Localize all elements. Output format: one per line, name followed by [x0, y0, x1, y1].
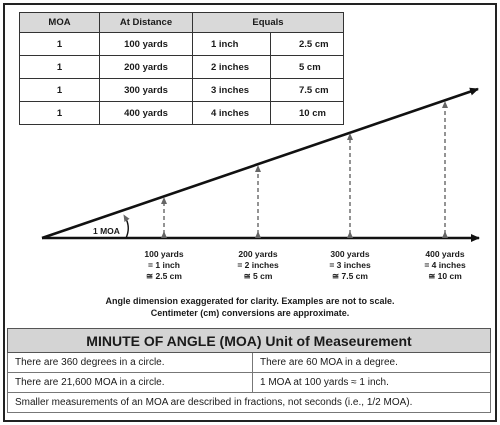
cell-cm: 7.5 cm: [270, 78, 344, 102]
moa-info-table: MINUTE OF ANGLE (MOA) Unit of Measeureme…: [7, 328, 491, 413]
moa-fact: Smaller measurements of an MOA are descr…: [7, 392, 491, 413]
table-row: There are 360 degrees in a circle. There…: [7, 352, 491, 373]
table-header-row: MOA At Distance Equals: [19, 12, 344, 33]
header-moa: MOA: [19, 12, 100, 33]
cell-moa: 1: [19, 55, 100, 79]
table-row: 1 200 yards 2 inches 5 cm: [19, 55, 344, 79]
table-row: 1 100 yards 1 inch 2.5 cm: [19, 32, 344, 56]
header-distance: At Distance: [99, 12, 193, 33]
cell-cm: 2.5 cm: [270, 32, 344, 56]
moa-fact: There are 21,600 MOA in a circle.: [7, 372, 253, 393]
outer-frame: [3, 3, 497, 422]
cell-inches: 1 inch: [192, 32, 271, 56]
cell-distance: 300 yards: [99, 78, 193, 102]
table-row: Smaller measurements of an MOA are descr…: [7, 392, 491, 413]
table-row: 1 400 yards 4 inches 10 cm: [19, 101, 344, 125]
moa-fact: There are 360 degrees in a circle.: [7, 352, 253, 373]
cell-moa: 1: [19, 78, 100, 102]
table-row: There are 21,600 MOA in a circle. 1 MOA …: [7, 372, 491, 393]
cell-moa: 1: [19, 32, 100, 56]
cell-distance: 400 yards: [99, 101, 193, 125]
moa-fact: 1 MOA at 100 yards ≈ 1 inch.: [252, 372, 491, 393]
moa-fact: There are 60 MOA in a degree.: [252, 352, 491, 373]
cell-inches: 4 inches: [192, 101, 271, 125]
moa-info-title: MINUTE OF ANGLE (MOA) Unit of Measeureme…: [7, 328, 491, 353]
cell-inches: 2 inches: [192, 55, 271, 79]
moa-reference-table: MOA At Distance Equals 1 100 yards 1 inc…: [19, 12, 344, 125]
cell-cm: 5 cm: [270, 55, 344, 79]
cell-cm: 10 cm: [270, 101, 344, 125]
moa-info-title-row: MINUTE OF ANGLE (MOA) Unit of Measeureme…: [7, 328, 491, 353]
cell-moa: 1: [19, 101, 100, 125]
disclaimer-line-2: Centimeter (cm) conversions are approxim…: [150, 308, 350, 318]
header-equals: Equals: [192, 12, 344, 33]
cell-distance: 100 yards: [99, 32, 193, 56]
disclaimer-line-1: Angle dimension exaggerated for clarity.…: [105, 296, 395, 306]
cell-inches: 3 inches: [192, 78, 271, 102]
table-row: 1 300 yards 3 inches 7.5 cm: [19, 78, 344, 102]
cell-distance: 200 yards: [99, 55, 193, 79]
